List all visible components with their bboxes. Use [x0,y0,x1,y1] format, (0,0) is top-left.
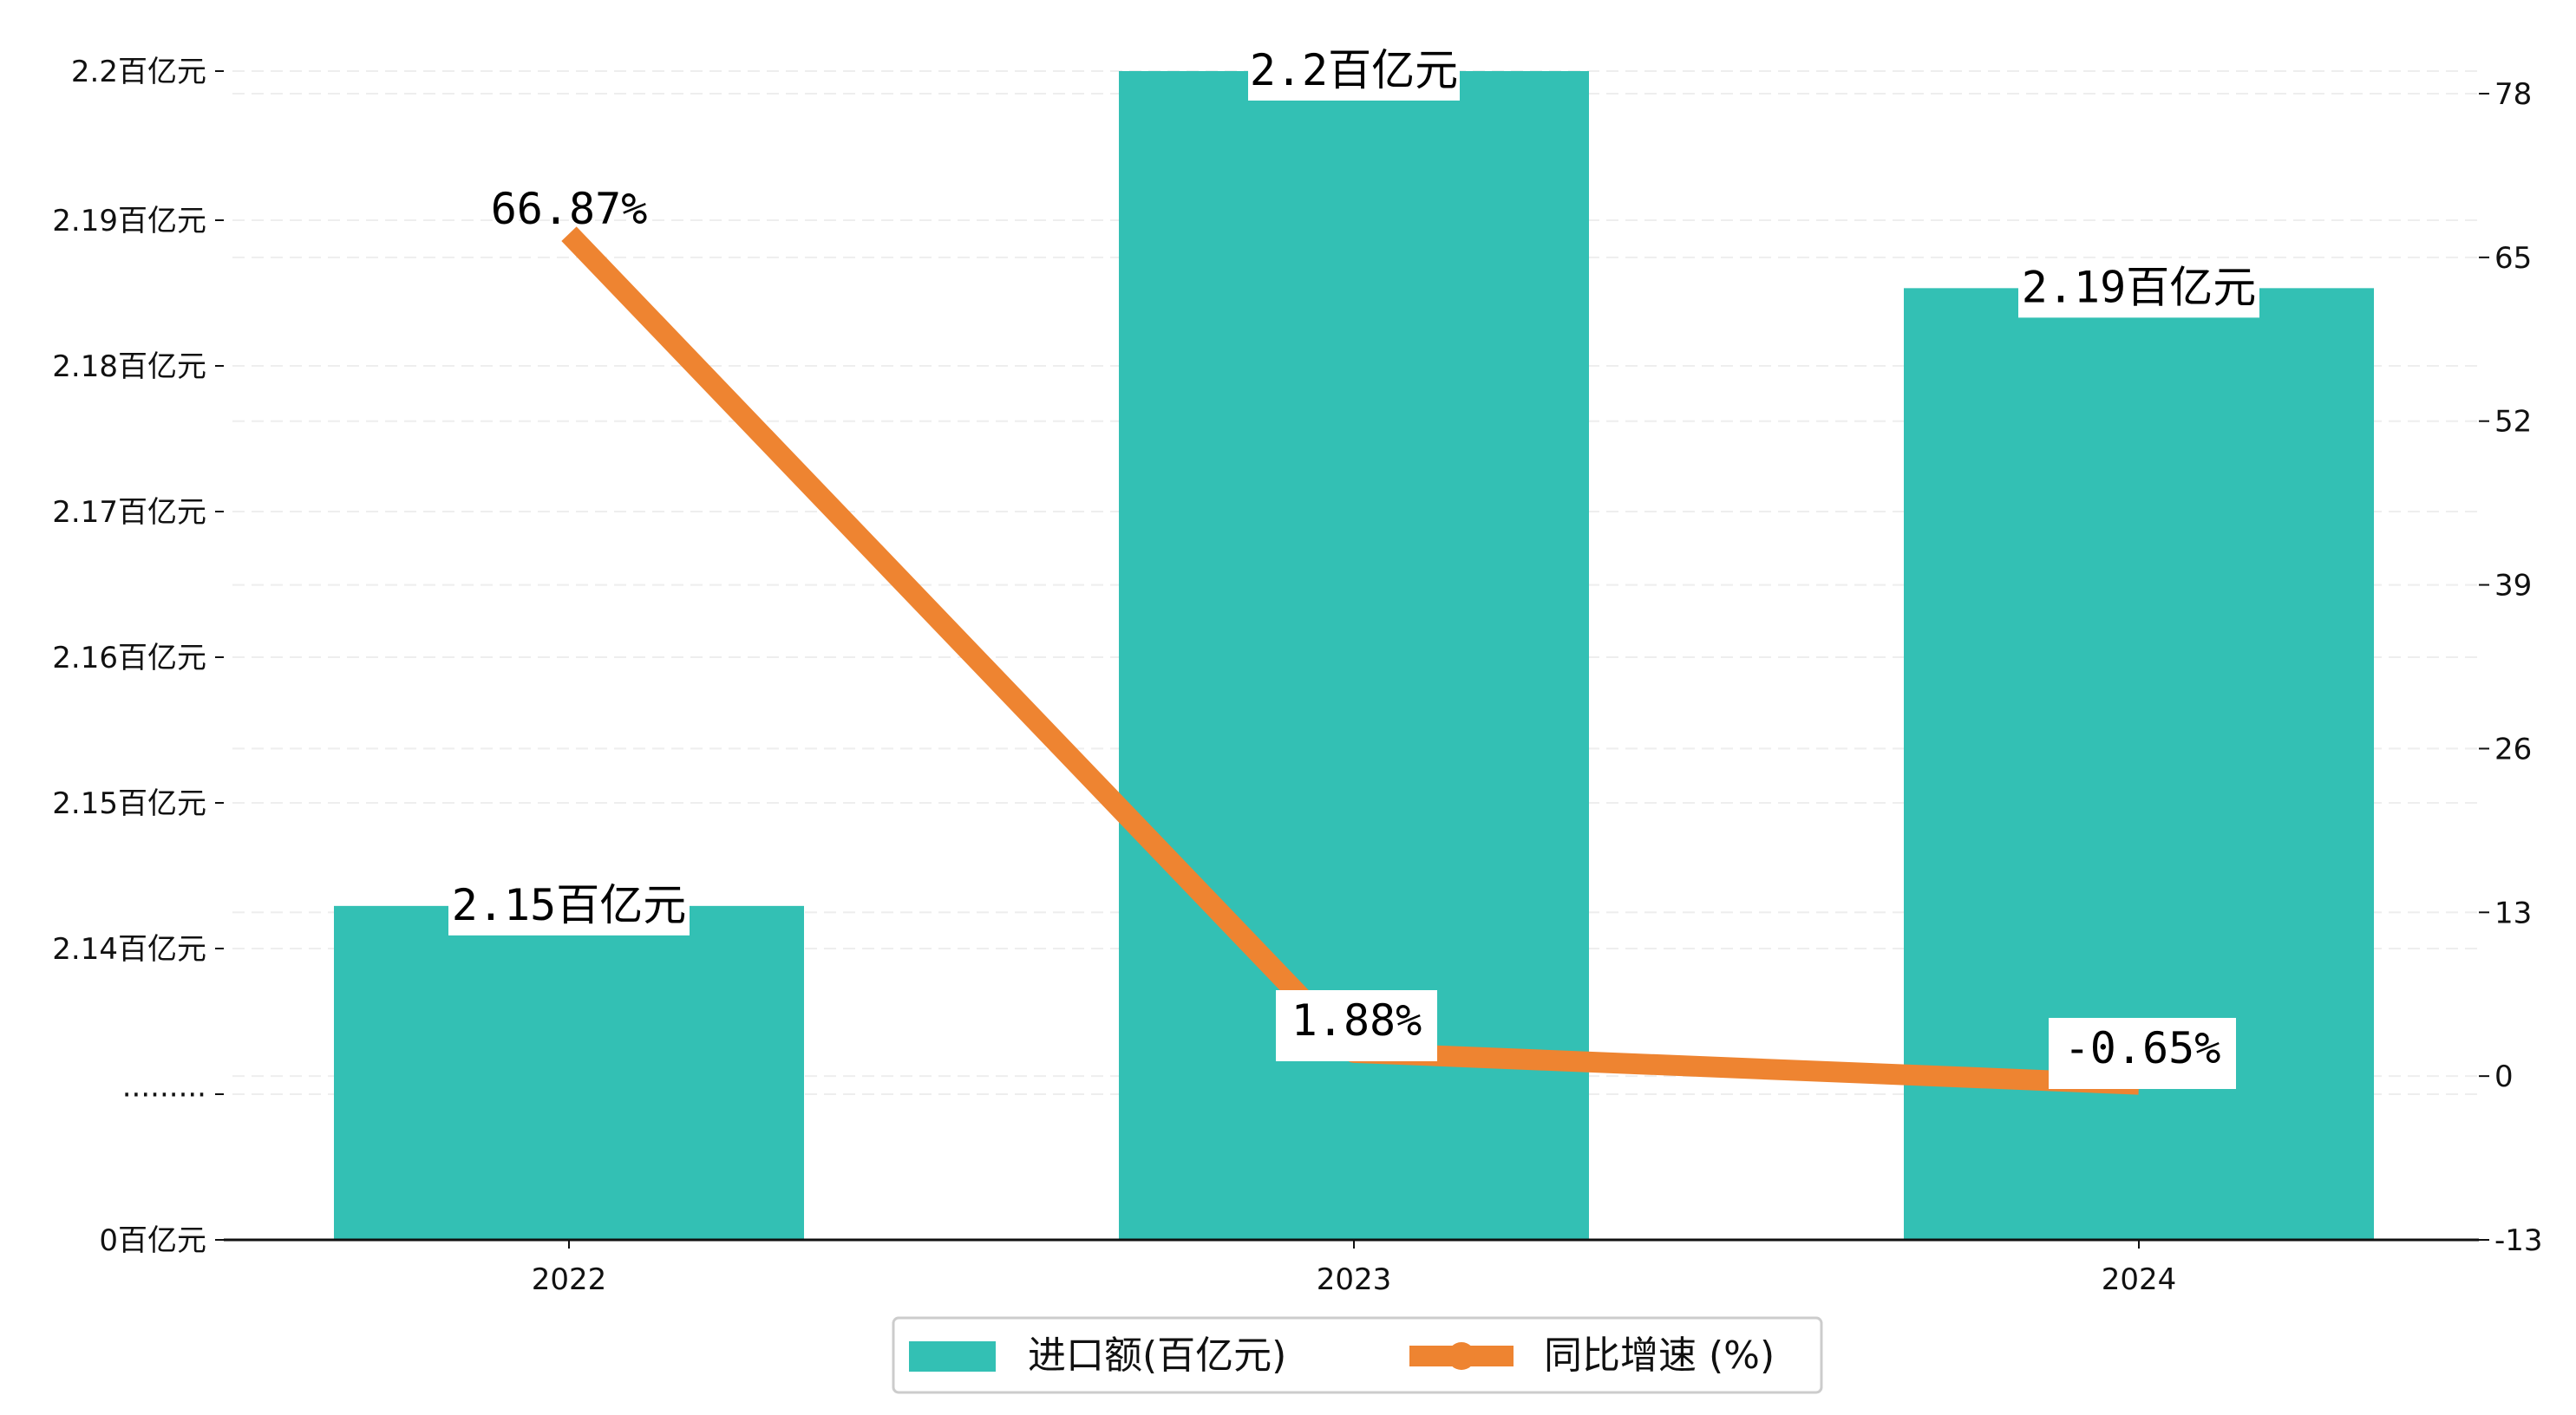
growth-label-2024: -0.65% [2064,1023,2221,1073]
legend-label-line: 同比增速 (%) [1544,1333,1775,1378]
x-tick-label-2022: 2022 [532,1262,607,1297]
legend-frame [892,1316,1823,1394]
left-tick-label: 2.16百亿元 [52,641,206,675]
bar-series [334,71,2374,1240]
growth-label-2022: 66.87% [491,184,648,234]
bar-label-box-2023 [1248,43,1460,101]
growth-label-2023: 1.88% [1291,995,1422,1046]
x-tick-label-2023: 2023 [1317,1262,1392,1297]
right-tick-label: 26 [2494,732,2532,766]
bar-label-2022: 2.15百亿元 [452,880,686,930]
right-tick-label: 78 [2494,77,2532,112]
left-tick-label: 2.14百亿元 [52,932,206,967]
axes: 0百亿元 ········· 2.14百亿元 2.15百亿元 2.16百亿元 2.17百亿… [52,55,2542,1297]
right-tick-label: 13 [2494,896,2532,930]
bar-label-2023: 2.2百亿元 [1250,45,1458,95]
legend: 进口额(百亿元) 同比增速 (%) [892,1316,1823,1394]
bar-label-2024: 2.19百亿元 [2022,262,2256,312]
legend-swatch-marker [1448,1342,1475,1370]
left-tick-label: 2.19百亿元 [52,204,206,238]
growth-label-box-2023 [1276,990,1437,1061]
right-tick-label: 0 [2494,1060,2514,1094]
growth-label-box-2024 [2049,1018,2236,1089]
bar-label-box-2024 [2018,260,2259,318]
legend-swatch-bar [909,1341,996,1372]
right-tick-label: -13 [2494,1223,2543,1258]
right-tick-label: 65 [2494,241,2532,276]
left-tick-label: 0百亿元 [99,1223,206,1258]
left-tick-label: ········· [122,1078,206,1112]
data-labels: 2.15百亿元 2.2百亿元 2.19百亿元 66.87% 1.88% -0.65% [448,43,2259,1089]
legend-label-bar: 进口额(百亿元) [1028,1333,1286,1378]
left-tick-label: 2.18百亿元 [52,349,206,384]
left-tick-label: 2.15百亿元 [52,786,206,821]
bar-2024 [1904,288,2374,1240]
right-tick-label: 52 [2494,405,2532,440]
left-tick-label: 2.17百亿元 [52,495,206,530]
bar-label-box-2022 [448,877,690,936]
x-tick-label-2024: 2024 [2102,1262,2177,1297]
right-tick-label: 39 [2494,569,2532,603]
left-tick-label: 2.2百亿元 [71,55,206,89]
bar-2022 [334,905,804,1240]
